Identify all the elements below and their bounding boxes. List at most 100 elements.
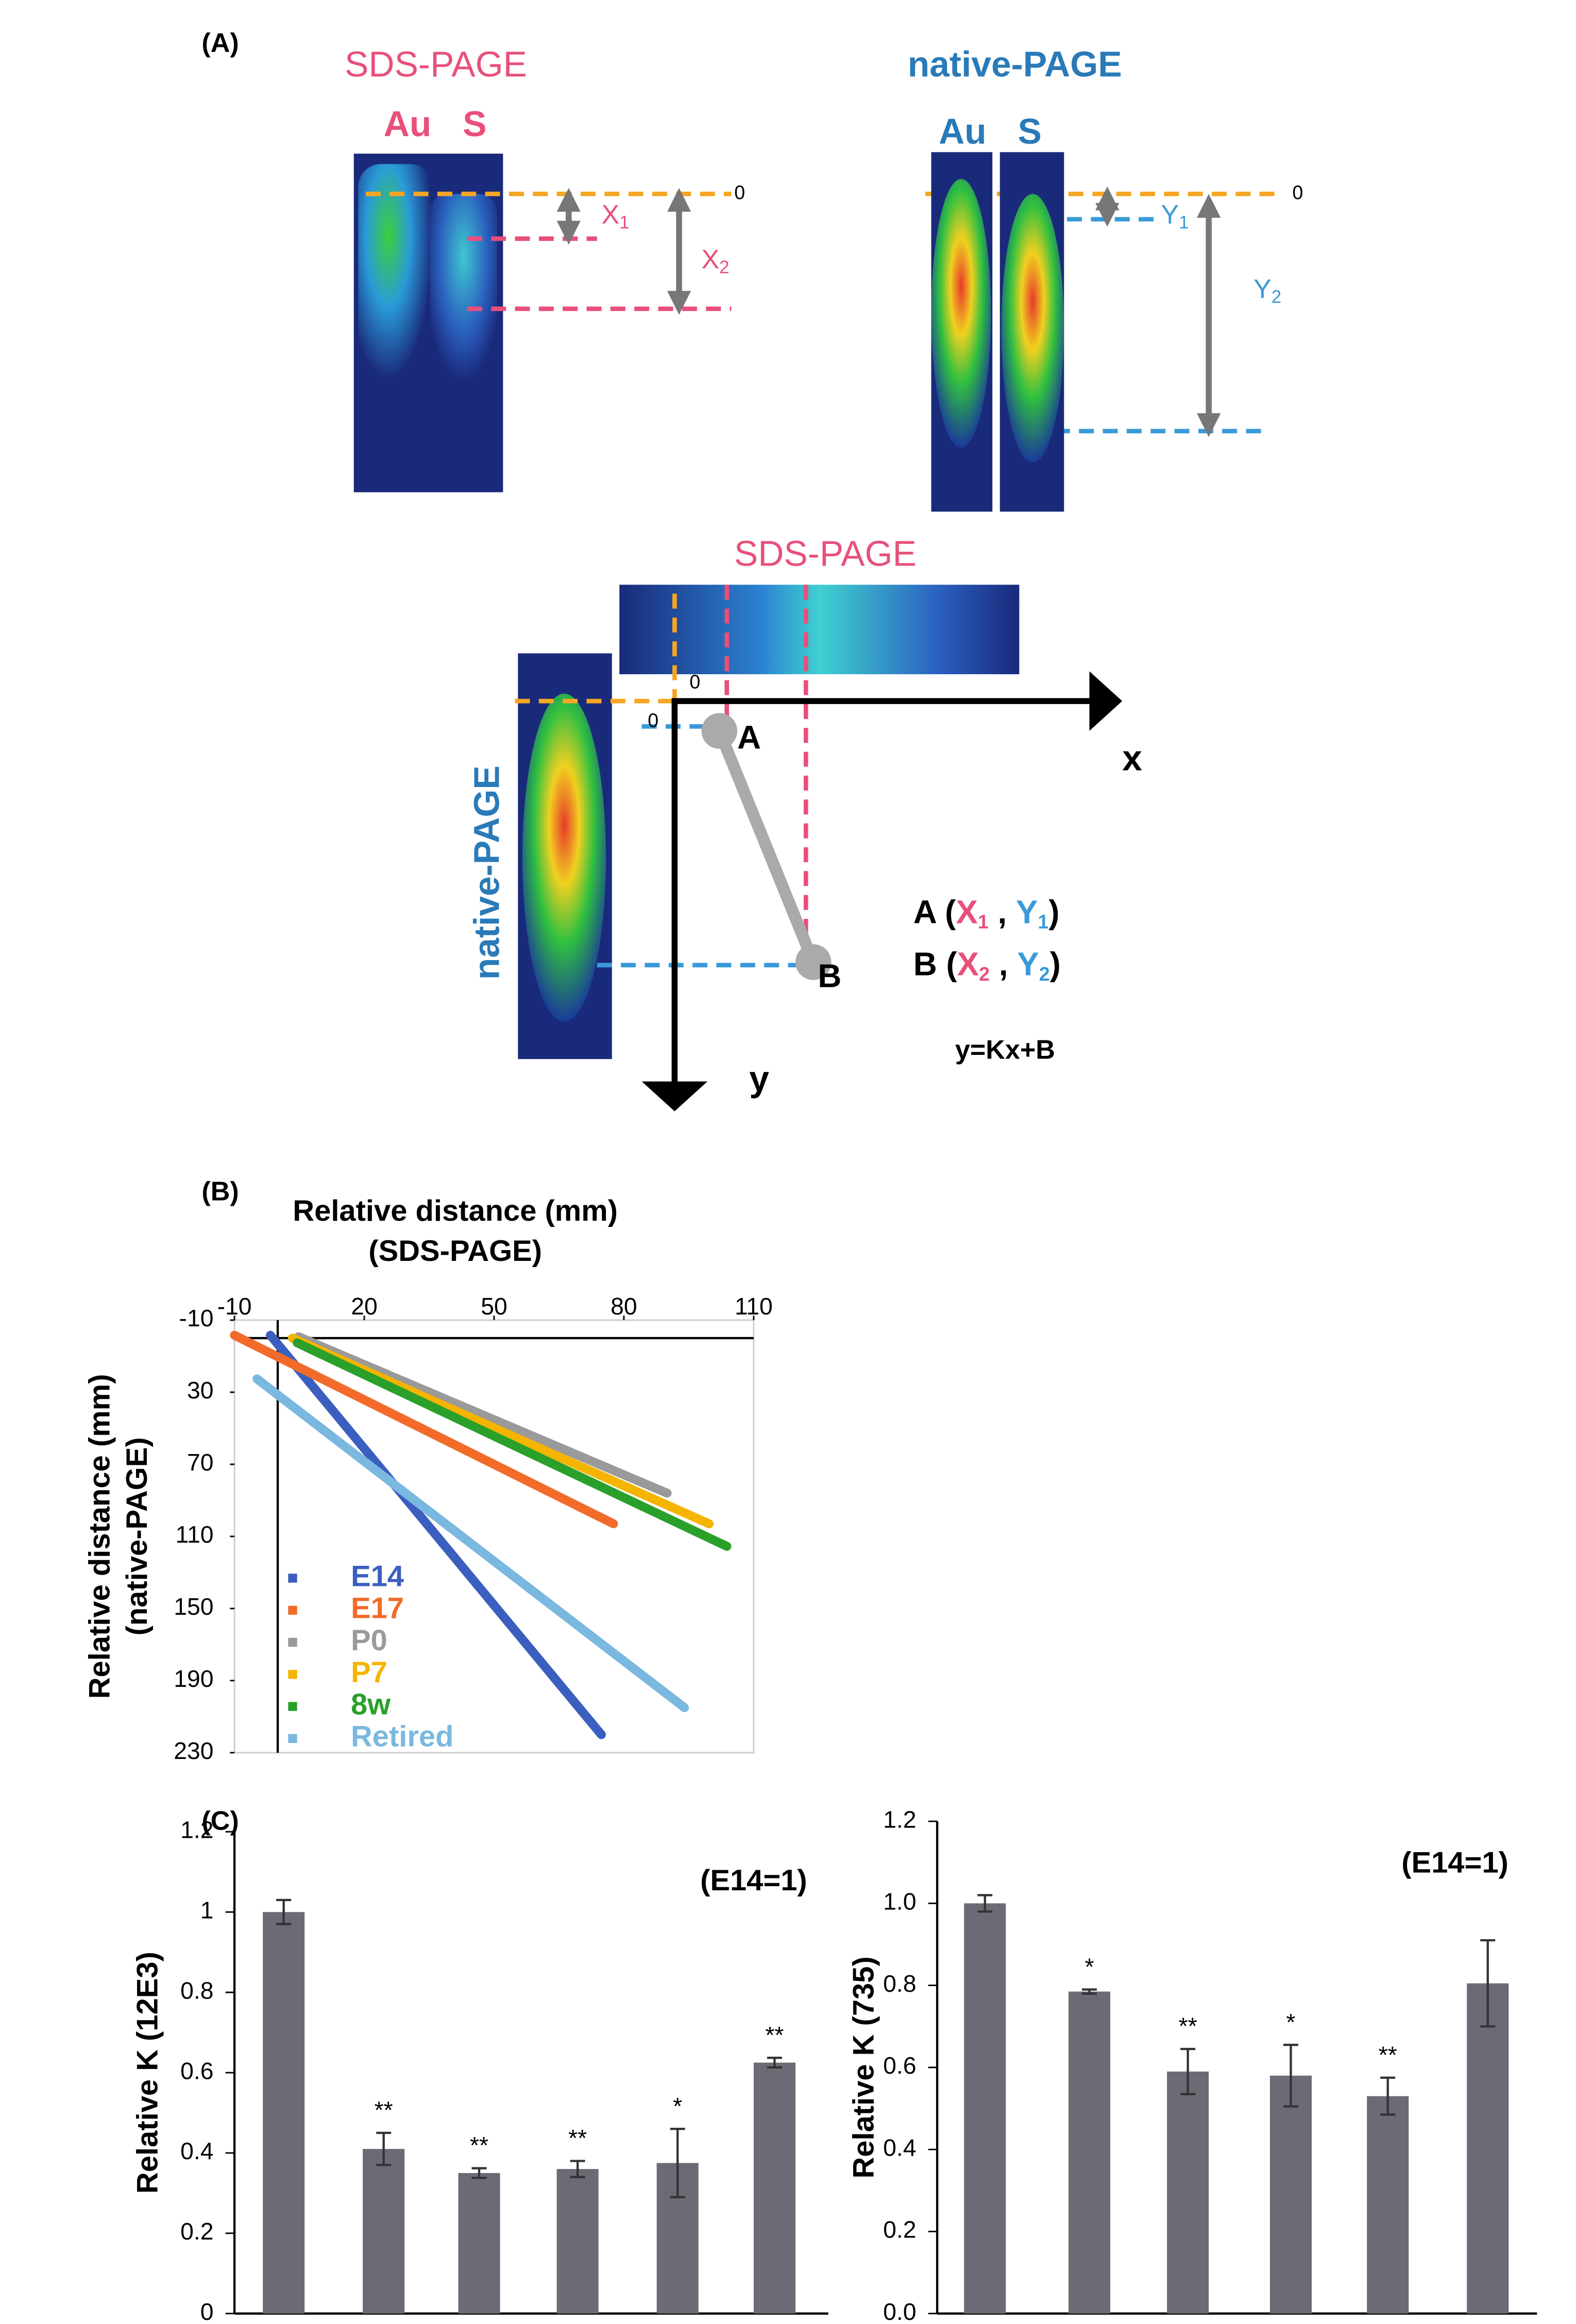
- error-bar: [767, 2057, 782, 2069]
- sub: 2: [1272, 287, 1281, 307]
- formula-part: ): [1048, 893, 1059, 930]
- lane-label: S: [463, 104, 486, 144]
- bar: [1167, 2071, 1209, 2314]
- gel-title: SDS-PAGE: [734, 534, 917, 574]
- bar: [263, 1912, 305, 2314]
- bar: [1367, 2096, 1409, 2314]
- legend-label: 8w: [351, 1688, 391, 1721]
- panel-label: (B): [201, 1177, 239, 1207]
- subscript: 2: [979, 963, 990, 985]
- gel-band: [430, 194, 497, 403]
- formula-part: ): [1050, 945, 1061, 982]
- formula-part: Y: [1017, 945, 1039, 982]
- error-bar: [376, 2131, 392, 2166]
- significance: **: [1379, 2041, 1397, 2068]
- sub: 1: [619, 213, 629, 233]
- y-tick-label: 30: [187, 1377, 214, 1404]
- formula-part: B (: [913, 945, 958, 982]
- significance: **: [375, 2097, 393, 2124]
- formula-part: Y: [1016, 893, 1038, 930]
- distance-label: X1: [601, 200, 629, 233]
- y-tick-label: -10: [179, 1305, 214, 1331]
- distance-label: Y1: [1161, 200, 1189, 233]
- bar: [1269, 2075, 1312, 2314]
- error-bar: [1283, 2043, 1298, 2108]
- chart-title: Relative distance (mm): [293, 1194, 618, 1227]
- point-label: B: [818, 958, 841, 995]
- error-bar: [977, 1894, 993, 1913]
- y-tick-label: 230: [174, 1737, 213, 1764]
- sym: Y: [1253, 274, 1272, 304]
- y-axis-label: (native-PAGE): [121, 1437, 154, 1635]
- error-bar: [276, 1899, 292, 1925]
- series-line: [252, 1374, 689, 1713]
- axes: [641, 671, 1123, 1112]
- y-tick-label: 1.2: [883, 1806, 916, 1833]
- legend-swatch: [288, 1734, 297, 1743]
- lane-label: Au: [939, 111, 987, 151]
- formula-part: A (: [913, 893, 956, 930]
- gel-band: [358, 164, 433, 403]
- y-tick-label: 1.0: [883, 1888, 916, 1915]
- error-bar: [1380, 2076, 1396, 2116]
- y-tick-label: 0: [200, 2298, 214, 2324]
- formula-part: X: [957, 945, 979, 982]
- gel: [619, 585, 1020, 675]
- error-bar: [1180, 2047, 1196, 2095]
- zero-label: 0: [1292, 181, 1303, 203]
- sub: 1: [1179, 213, 1189, 233]
- legend-swatch: [288, 1574, 297, 1583]
- bar: [964, 1903, 1006, 2314]
- legend-swatch: [288, 1670, 297, 1679]
- bar: [363, 2149, 405, 2314]
- x-tick-label: 50: [481, 1293, 507, 1320]
- zero-label: 0: [734, 181, 745, 203]
- legend-swatch: [288, 1702, 297, 1711]
- zero-label: 0: [648, 710, 658, 731]
- panel-label: (A): [201, 28, 239, 58]
- annotation: (E14=1): [700, 1864, 807, 1897]
- gel-title: native-PAGE: [467, 765, 507, 980]
- sub: 2: [719, 258, 729, 277]
- distance-label: X2: [702, 245, 730, 278]
- y-tick-label: 0.4: [180, 2138, 213, 2164]
- arrows: [556, 186, 1221, 437]
- sym: X: [702, 245, 720, 275]
- point-label: A: [737, 719, 761, 756]
- axis-label: y: [749, 1058, 769, 1099]
- bar: [1467, 1983, 1509, 2314]
- bar: [458, 2173, 500, 2314]
- formula-part: ,: [989, 893, 1016, 930]
- lane-label: S: [1018, 111, 1041, 151]
- error-bar: [1082, 1988, 1097, 1995]
- gel-band: [931, 179, 991, 448]
- equation: y=Kx+B: [955, 1035, 1055, 1065]
- zero-label: 0: [689, 671, 700, 692]
- formula-part: ,: [990, 945, 1017, 982]
- series-line: [294, 1332, 672, 1498]
- error-bar: [570, 2160, 585, 2178]
- bar: [1068, 1991, 1111, 2314]
- chart-title: (SDS-PAGE): [368, 1235, 542, 1268]
- significance: *: [1084, 1953, 1094, 1980]
- distance-label: Y2: [1253, 274, 1281, 307]
- y-tick-label: 0.6: [883, 2052, 916, 2079]
- legend-label: E14: [351, 1560, 404, 1593]
- x-tick-label: 110: [735, 1293, 773, 1320]
- legend-label: E17: [351, 1592, 404, 1625]
- formula: A (X1 , Y1): [913, 893, 1060, 932]
- guides: [365, 192, 1283, 434]
- subscript: 2: [1039, 963, 1050, 985]
- series-line: [293, 1338, 732, 1551]
- legend-swatch: [288, 1637, 297, 1647]
- legend-label: P7: [351, 1656, 387, 1689]
- gel-title: SDS-PAGE: [345, 44, 527, 84]
- y-tick-label: 0.0: [883, 2298, 916, 2324]
- formula-part: X: [956, 893, 978, 930]
- subscript: 1: [978, 911, 989, 933]
- y-tick-label: 0.8: [180, 1977, 213, 2004]
- y-tick-label: 190: [174, 1665, 213, 1692]
- y-axis-label: Relative distance (mm): [83, 1374, 116, 1699]
